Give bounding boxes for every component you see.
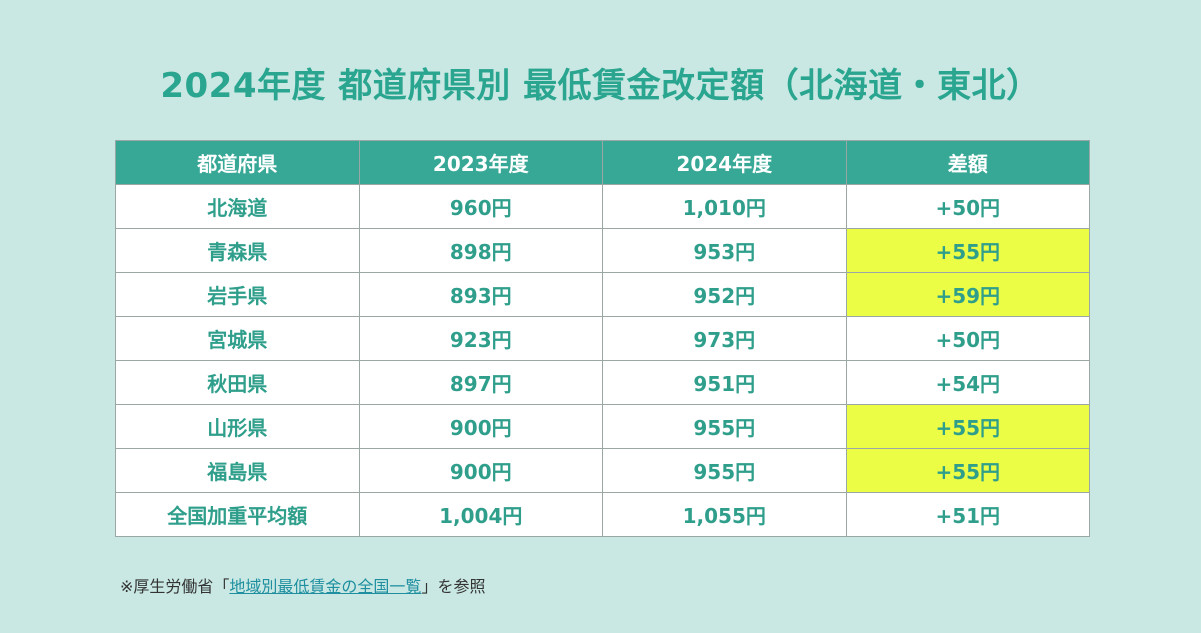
cell-prefecture: 全国加重平均額 xyxy=(115,492,360,537)
cell-prefecture: 青森県 xyxy=(115,228,360,273)
cell-prefecture: 山形県 xyxy=(115,404,360,449)
minimum-wage-table: 都道府県 2023年度 2024年度 差額 北海道 960円 1,010円 +5… xyxy=(115,140,1090,537)
cell-2024: 955円 xyxy=(602,448,847,493)
cell-prefecture: 北海道 xyxy=(115,184,360,229)
cell-2023: 900円 xyxy=(358,404,603,449)
cell-prefecture: 岩手県 xyxy=(115,272,360,317)
cell-2023: 923円 xyxy=(358,316,603,361)
header-prefecture: 都道府県 xyxy=(115,140,360,185)
cell-2023: 893円 xyxy=(358,272,603,317)
cell-difference: +50円 xyxy=(845,184,1090,229)
cell-difference: +55円 xyxy=(845,404,1090,449)
table-row: 山形県 900円 955円 +55円 xyxy=(115,404,1090,449)
source-footnote: ※厚生労働省「地域別最低賃金の全国一覧」を参照 xyxy=(120,573,485,597)
cell-2023: 960円 xyxy=(358,184,603,229)
header-2024: 2024年度 xyxy=(602,140,847,185)
table-row: 宮城県 923円 973円 +50円 xyxy=(115,316,1090,361)
header-2023: 2023年度 xyxy=(358,140,603,185)
cell-2024: 1,055円 xyxy=(602,492,847,537)
cell-2023: 898円 xyxy=(358,228,603,273)
cell-prefecture: 宮城県 xyxy=(115,316,360,361)
cell-prefecture: 福島県 xyxy=(115,448,360,493)
table-row: 福島県 900円 955円 +55円 xyxy=(115,448,1090,493)
cell-difference: +55円 xyxy=(845,448,1090,493)
cell-difference: +54円 xyxy=(845,360,1090,405)
cell-2023: 900円 xyxy=(358,448,603,493)
cell-2024: 951円 xyxy=(602,360,847,405)
table-row: 青森県 898円 953円 +55円 xyxy=(115,228,1090,273)
cell-2023: 897円 xyxy=(358,360,603,405)
cell-2024: 953円 xyxy=(602,228,847,273)
header-difference: 差額 xyxy=(845,140,1090,185)
table-row: 秋田県 897円 951円 +54円 xyxy=(115,360,1090,405)
cell-prefecture: 秋田県 xyxy=(115,360,360,405)
cell-2023: 1,004円 xyxy=(358,492,603,537)
table-row-national-average: 全国加重平均額 1,004円 1,055円 +51円 xyxy=(115,492,1090,537)
cell-2024: 952円 xyxy=(602,272,847,317)
cell-difference: +55円 xyxy=(845,228,1090,273)
table-row: 北海道 960円 1,010円 +50円 xyxy=(115,184,1090,229)
cell-2024: 955円 xyxy=(602,404,847,449)
cell-difference: +59円 xyxy=(845,272,1090,317)
page-title: 2024年度 都道府県別 最低賃金改定額（北海道・東北） xyxy=(160,66,1041,106)
table-row: 岩手県 893円 952円 +59円 xyxy=(115,272,1090,317)
cell-difference: +51円 xyxy=(845,492,1090,537)
footnote-suffix: 」を参照 xyxy=(421,577,486,596)
cell-2024: 973円 xyxy=(602,316,847,361)
source-link[interactable]: 地域別最低賃金の全国一覧 xyxy=(229,577,422,596)
table-header-row: 都道府県 2023年度 2024年度 差額 xyxy=(115,140,1090,185)
cell-2024: 1,010円 xyxy=(602,184,847,229)
footnote-prefix: ※厚生労働省「 xyxy=(120,577,230,596)
cell-difference: +50円 xyxy=(845,316,1090,361)
